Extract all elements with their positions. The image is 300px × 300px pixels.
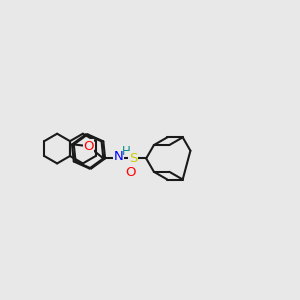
Text: N: N [114,151,124,164]
Text: O: O [83,140,94,153]
Text: H: H [122,145,130,158]
Text: S: S [129,152,137,165]
Text: O: O [125,167,136,179]
